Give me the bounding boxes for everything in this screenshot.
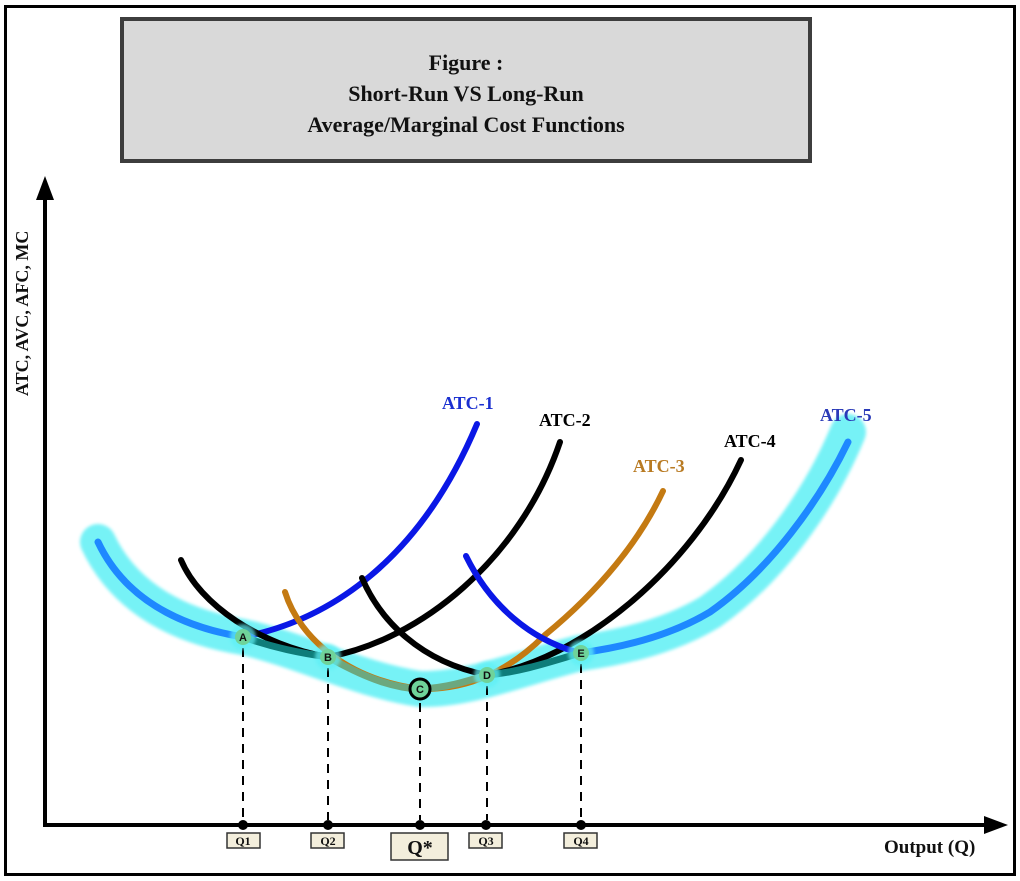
lrac-left-segment	[94, 538, 247, 641]
lrac-right-segment	[576, 438, 852, 657]
atc-1-curve	[240, 421, 480, 640]
atc-4-label: ATC-4	[724, 431, 776, 451]
atc-2-label: ATC-2	[539, 410, 591, 430]
svg-text:Q3: Q3	[478, 834, 493, 848]
point-b: B	[315, 644, 341, 670]
svg-text:Q*: Q*	[407, 837, 433, 859]
figure-title-line-2: Short-Run VS Long-Run	[348, 81, 584, 106]
svg-text:Q1: Q1	[235, 834, 250, 848]
figure-frame	[4, 5, 1016, 876]
tick-q3: Q3	[468, 832, 503, 849]
atc-5-left-curve	[463, 553, 583, 656]
atc-5-label: ATC-5	[820, 405, 872, 425]
tick-q2: Q2	[310, 832, 345, 849]
svg-text:A: A	[239, 632, 247, 644]
point-c: C	[408, 677, 432, 701]
y-axis-arrow-icon	[36, 176, 54, 200]
figure-title-box: Figure : Short-Run VS Long-Run Average/M…	[120, 17, 812, 163]
x-axis-label: Output (Q)	[884, 837, 975, 858]
svg-text:Q4: Q4	[573, 834, 588, 848]
tick-q1: Q1	[226, 832, 261, 849]
svg-text:E: E	[577, 648, 584, 660]
atc-3-label: ATC-3	[633, 456, 685, 476]
point-a: A	[230, 624, 256, 650]
svg-text:C: C	[416, 684, 424, 696]
svg-text:B: B	[324, 652, 332, 664]
y-axis-label: ATC, AVC, AFC, MC	[12, 231, 32, 396]
point-e: E	[568, 640, 594, 666]
svg-text:D: D	[483, 670, 491, 682]
svg-text:Q2: Q2	[320, 834, 335, 848]
tick-dots	[238, 820, 586, 830]
point-d: D	[474, 662, 500, 688]
x-axis-arrow-icon	[984, 816, 1008, 834]
tick-qstar: Q*	[390, 832, 449, 861]
figure-title-line-1: Figure :	[428, 50, 504, 75]
figure-title-line-3: Average/Marginal Cost Functions	[307, 112, 625, 137]
axes	[36, 176, 1008, 834]
drop-lines	[242, 648, 582, 820]
atc-1-label: ATC-1	[442, 393, 494, 413]
tick-q4: Q4	[563, 832, 598, 849]
atc-2-curve	[178, 439, 563, 661]
